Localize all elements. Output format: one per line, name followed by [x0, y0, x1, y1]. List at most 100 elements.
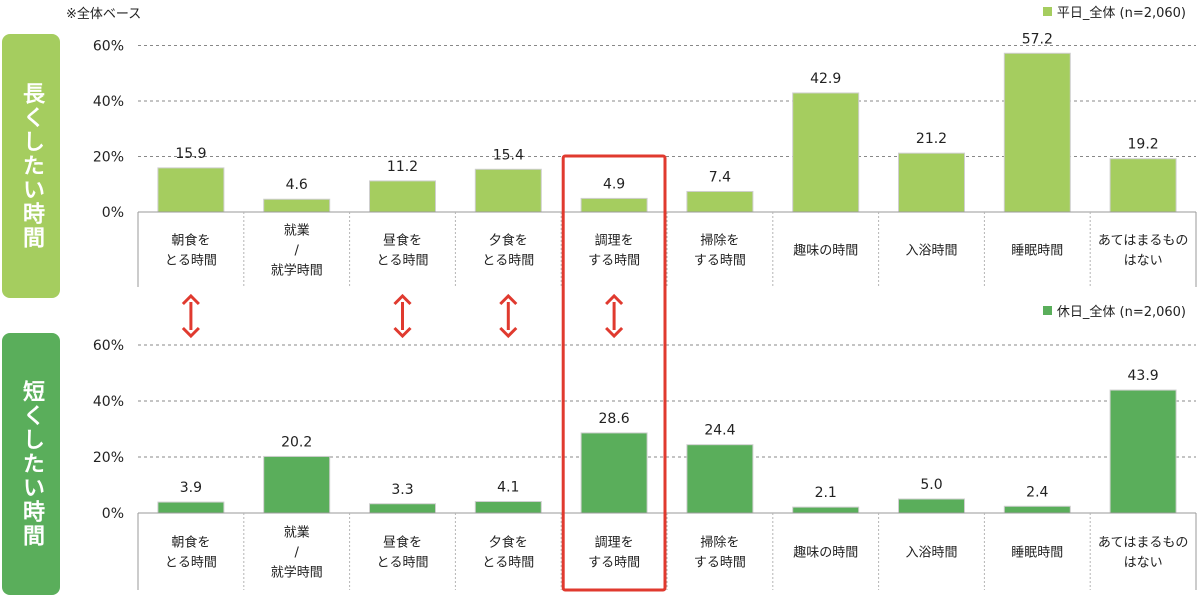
holiday-ytick-label: 40% [93, 394, 124, 410]
holiday-value-label: 4.1 [497, 480, 519, 496]
weekday-category-label: する時間 [588, 254, 640, 269]
weekday-category-label: とる時間 [482, 254, 534, 269]
holiday-category-label: あてはまるもの [1098, 536, 1188, 551]
holiday-bar [369, 503, 436, 514]
side-label-shorter: 短くしたい時間 [2, 333, 60, 595]
holiday-bar [157, 501, 225, 514]
weekday-value-label: 15.9 [175, 146, 206, 162]
holiday-category-label: 就学時間 [271, 565, 323, 581]
holiday-category-label: 就業 [284, 525, 310, 541]
double-arrow-icon [605, 293, 624, 339]
holiday-ytick-label: 20% [93, 450, 124, 466]
legend-holiday: 休日_全体 (n=2,060) [1042, 301, 1186, 320]
holiday-category-label: する時間 [588, 556, 640, 571]
side-label-longer: 長くしたい時間 [2, 34, 60, 298]
weekday-category-label: / [295, 244, 300, 259]
holiday-category-label: 睡眠時間 [1011, 546, 1063, 561]
weekday-ytick-label: 0% [102, 205, 124, 221]
holiday-category-label: 調理を [595, 536, 634, 551]
holiday-category-label: とる時間 [376, 556, 428, 571]
side-label-shorter-text: 短くしたい時間 [19, 380, 44, 548]
weekday-value-label: 57.2 [1022, 31, 1053, 47]
weekday-category-label: はない [1124, 254, 1163, 269]
holiday-value-label: 2.1 [815, 485, 837, 501]
weekday-category-label: 就学時間 [271, 263, 323, 279]
holiday-value-label: 2.4 [1026, 484, 1048, 500]
double-arrow-icon [499, 293, 518, 339]
weekday-value-label: 19.2 [1128, 137, 1159, 153]
weekday-category-label: 調理を [595, 234, 634, 249]
legend-weekday-label: 平日_全体 (n=2,060) [1056, 6, 1186, 21]
holiday-category-label: とる時間 [482, 556, 534, 571]
holiday-value-label: 24.4 [704, 423, 735, 439]
holiday-bar [474, 501, 542, 514]
holiday-value-label: 3.3 [391, 482, 413, 498]
weekday-value-label: 4.9 [603, 176, 625, 192]
weekday-bar [1109, 158, 1177, 213]
weekday-category-label: 趣味の時間 [793, 244, 858, 259]
weekday-bar [686, 190, 754, 213]
weekday-value-label: 11.2 [387, 159, 418, 175]
double-arrow-icon [393, 293, 412, 339]
legend-holiday-swatch [1042, 306, 1052, 315]
double-arrow-icon [181, 293, 200, 339]
holiday-category-label: 昼食を [383, 535, 422, 551]
weekday-category-label: 入浴時間 [905, 244, 957, 259]
holiday-category-label: 趣味の時間 [793, 546, 858, 561]
weekday-bar [580, 197, 648, 213]
holiday-category-label: はない [1124, 556, 1163, 571]
weekday-ytick-label: 20% [93, 150, 124, 166]
holiday-bar [263, 455, 331, 514]
weekday-bar [1003, 52, 1071, 213]
weekday-category-label: とる時間 [165, 254, 217, 269]
weekday-category-label: あてはまるもの [1098, 234, 1188, 249]
weekday-bar [263, 198, 331, 213]
side-label-longer-text: 長くしたい時間 [19, 82, 44, 250]
holiday-value-label: 28.6 [599, 411, 630, 427]
legend-weekday: 平日_全体 (n=2,060) [1042, 2, 1186, 21]
holiday-category-label: 朝食を [171, 535, 210, 551]
holiday-bar [580, 432, 648, 514]
base-note: ※全体ベース [66, 7, 142, 22]
holiday-category-label: 入浴時間 [905, 546, 957, 561]
holiday-bar [898, 498, 965, 514]
weekday-category-label: 昼食を [383, 233, 422, 249]
weekday-bar [157, 167, 225, 213]
weekday-bar [792, 92, 860, 213]
holiday-value-label: 43.9 [1128, 368, 1159, 384]
weekday-category-label: 睡眠時間 [1011, 244, 1063, 259]
weekday-value-label: 7.4 [709, 169, 731, 185]
holiday-category-label: する時間 [694, 556, 746, 571]
weekday-value-label: 42.9 [810, 71, 841, 87]
holiday-value-label: 3.9 [180, 480, 202, 496]
weekday-category-label: 掃除を [700, 233, 739, 249]
holiday-category-label: / [295, 546, 300, 561]
holiday-category-label: 掃除を [700, 535, 739, 551]
weekday-category-label: とる時間 [376, 254, 428, 269]
weekday-bar [898, 152, 965, 213]
holiday-value-label: 5.0 [920, 477, 942, 493]
holiday-bar [792, 506, 860, 514]
holiday-ytick-label: 0% [102, 506, 124, 522]
holiday-bar [686, 444, 754, 514]
weekday-value-label: 15.4 [493, 147, 524, 163]
weekday-category-label: 朝食を [171, 233, 210, 249]
holiday-value-label: 20.2 [281, 434, 312, 450]
holiday-ytick-label: 60% [93, 338, 124, 354]
legend-holiday-label: 休日_全体 (n=2,060) [1056, 305, 1186, 320]
holiday-bar [1003, 505, 1071, 514]
weekday-ytick-label: 60% [93, 39, 124, 55]
weekday-bar [369, 180, 436, 213]
weekday-value-label: 21.2 [916, 131, 947, 147]
holiday-category-label: 夕食を [489, 535, 528, 551]
weekday-value-label: 4.6 [286, 177, 308, 193]
weekday-category-label: する時間 [694, 254, 746, 269]
legend-weekday-swatch [1042, 7, 1052, 16]
holiday-bar [1109, 389, 1177, 514]
highlight-box [561, 154, 667, 592]
weekday-category-label: 夕食を [489, 233, 528, 249]
weekday-category-label: 就業 [284, 223, 310, 239]
holiday-category-label: とる時間 [165, 556, 217, 571]
weekday-bar [474, 168, 542, 213]
